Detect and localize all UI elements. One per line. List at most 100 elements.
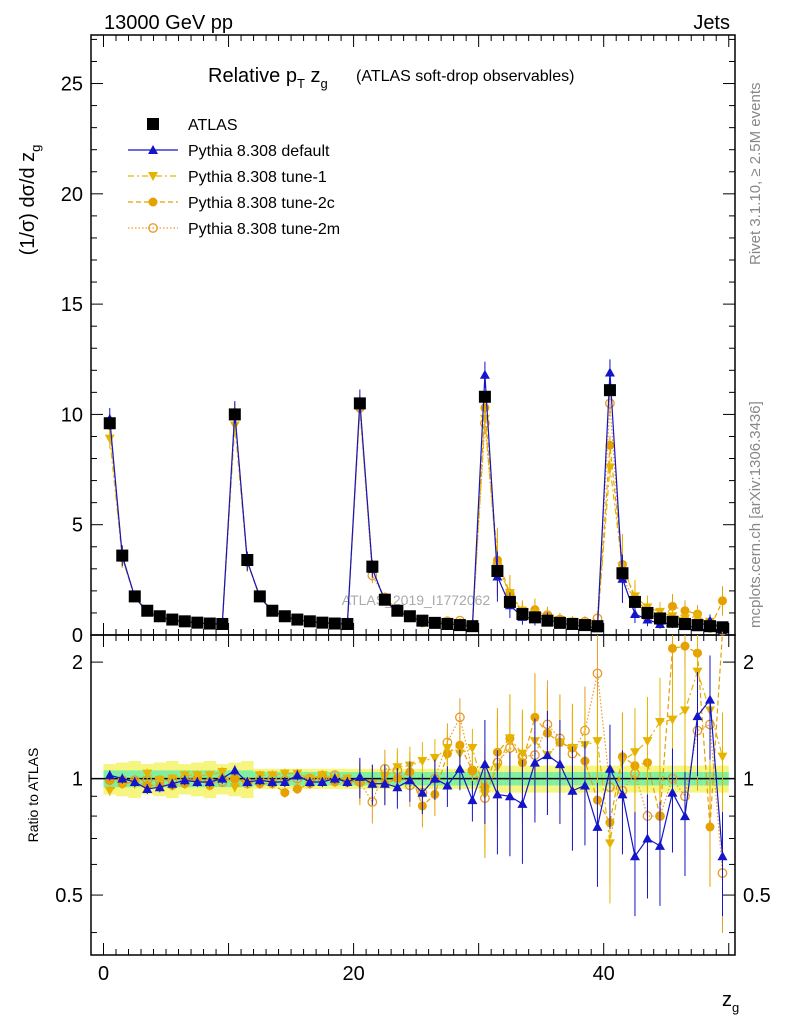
ratio-point-default <box>254 775 265 785</box>
point-default <box>642 614 653 624</box>
y-tick-label: 20 <box>61 184 83 206</box>
ratio-panel: 0 20 40 0.5 0.5 1 1 2 2 <box>55 634 771 985</box>
ratio-point-default <box>167 778 178 788</box>
ratio-point-default <box>317 776 328 786</box>
ratio-point-tune1 <box>192 771 203 781</box>
point-data <box>328 617 341 630</box>
ratio-point-default <box>629 851 640 861</box>
ratio-point-default <box>367 778 378 788</box>
ratio-point-tune1 <box>267 771 278 781</box>
ratio-point-default <box>542 750 553 760</box>
point-data <box>691 619 704 632</box>
main-panel: 0 5 10 15 20 25 <box>61 34 736 647</box>
ratio-point-default <box>692 711 703 721</box>
ratio-point-default <box>567 785 578 795</box>
ratio-line-tune1 <box>109 669 724 844</box>
y-tick-label: 25 <box>61 74 83 96</box>
ratio-point-default <box>229 765 240 775</box>
ratio-point-default <box>667 787 678 797</box>
ratio-point-default <box>704 694 715 704</box>
ratio-tick-label-right: 0.5 <box>743 885 771 907</box>
ratio-point-default <box>192 776 203 786</box>
point-data <box>441 617 454 630</box>
legend: ATLAS Pythia 8.308 default Pythia 8.308 tu… <box>128 117 340 238</box>
legend-marker-tune2m <box>148 223 158 233</box>
point-data <box>228 408 241 421</box>
ratio-point-default <box>204 776 215 786</box>
ratio-point-default <box>654 840 665 850</box>
ratio-point-tune2m <box>454 712 465 723</box>
x-axis-label: zg <box>722 989 739 1015</box>
ratio-tick-label: 0.5 <box>55 885 83 907</box>
point-data <box>291 613 304 626</box>
ratio-point-tune1 <box>629 748 640 758</box>
ratio-point-default <box>442 780 453 790</box>
point-tune1 <box>692 612 703 622</box>
ratio-point-tune1 <box>317 771 328 781</box>
ratio-point-tune2c <box>280 788 290 798</box>
legend-label-tune1: Pythia 8.308 tune-1 <box>188 169 327 186</box>
ratio-axis-label: Ratio to ATLAS <box>25 748 41 843</box>
ratio-point-default <box>354 771 365 781</box>
mcplots-label: mcplots.cern.ch [arXiv:1306.3436] <box>747 401 764 628</box>
legend-marker-default <box>148 145 158 154</box>
point-data <box>553 616 566 629</box>
point-data <box>203 617 216 630</box>
ratio-point-default <box>592 821 603 831</box>
point-tune1 <box>654 607 665 617</box>
point-data <box>166 613 179 626</box>
point-data <box>141 604 154 617</box>
ratio-point-default <box>642 833 653 843</box>
x-tick-label: 20 <box>342 963 364 985</box>
point-tune1 <box>229 421 240 431</box>
chart-subtitle: (ATLAS soft-drop observables) <box>356 68 574 85</box>
point-data <box>266 604 279 617</box>
ratio-point-default <box>292 770 303 780</box>
point-data <box>366 560 379 573</box>
ratio-point-default <box>242 776 253 786</box>
point-data <box>591 620 604 633</box>
point-data <box>403 610 416 623</box>
ratio-point-tune1 <box>417 757 428 767</box>
legend-marker-data <box>147 118 159 130</box>
ratio-point-default <box>429 773 440 783</box>
point-tune2m <box>605 398 615 409</box>
legend-label-tune2c: Pythia 8.308 tune-2c <box>188 195 335 212</box>
y-axis-label: (1/σ) dσ/d zg <box>17 145 43 256</box>
point-data <box>103 417 116 430</box>
ratio-point-default <box>342 776 353 786</box>
ratio-point-tune1 <box>279 769 290 779</box>
series-layer <box>103 359 729 933</box>
point-data <box>378 593 391 606</box>
ratio-point-tune1 <box>504 734 515 744</box>
analysis-watermark: ATLAS_2019_I1772062 <box>342 592 491 608</box>
point-data <box>278 610 291 623</box>
legend-label-default: Pythia 8.308 default <box>188 143 330 160</box>
x-tick-label: 0 <box>98 963 109 985</box>
ratio-point-default <box>467 795 478 805</box>
ratio-point-tune1 <box>217 767 228 777</box>
ratio-point-default <box>329 773 340 783</box>
point-data <box>491 565 504 578</box>
ratio-point-tune2c <box>230 774 240 784</box>
point-data <box>528 611 541 624</box>
point-data <box>603 384 616 397</box>
ratio-point-default <box>217 773 228 783</box>
energy-label: 13000 GeV pp <box>104 12 233 34</box>
ratio-tick-label: 1 <box>72 769 83 791</box>
point-data <box>178 615 191 628</box>
ratio-point-tune1 <box>154 776 165 786</box>
point-tune1 <box>104 434 115 444</box>
ratio-point-tune1 <box>204 771 215 781</box>
y-tick-label: 10 <box>61 404 83 426</box>
point-data <box>216 617 229 630</box>
rivet-label: Rivet 3.1.10, ≥ 2.5M events <box>747 83 764 266</box>
point-data <box>641 606 654 619</box>
ratio-frame <box>90 634 736 956</box>
ratio-point-default <box>454 763 465 773</box>
point-data <box>503 595 516 608</box>
point-data <box>191 616 204 629</box>
point-data <box>541 614 554 627</box>
point-data <box>653 612 666 625</box>
ratio-point-tune1 <box>592 737 603 747</box>
